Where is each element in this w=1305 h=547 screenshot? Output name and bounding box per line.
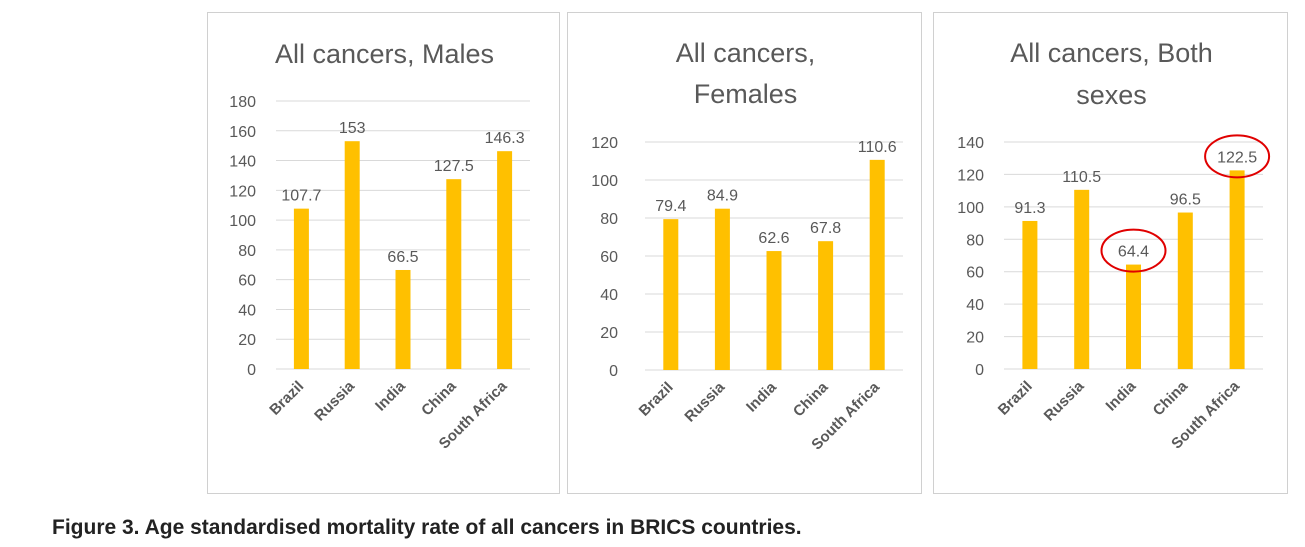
- y-tick-label: 120: [591, 135, 618, 152]
- data-label: 84.9: [707, 188, 738, 205]
- bar-india: [395, 269, 411, 369]
- bar-russia: [344, 141, 360, 369]
- x-tick-label: Russia: [1041, 377, 1088, 424]
- y-tick-label: 40: [238, 302, 256, 319]
- y-tick-label: 80: [238, 243, 256, 260]
- data-label: 64.4: [1118, 244, 1149, 261]
- x-tick-label: Brazil: [636, 379, 677, 420]
- bar-brazil: [293, 208, 309, 369]
- y-tick-label: 0: [975, 362, 984, 379]
- bar-brazil: [663, 219, 679, 370]
- chart-title: All cancers,: [676, 38, 816, 68]
- y-tick-label: 180: [229, 94, 256, 111]
- x-tick-label: India: [1103, 377, 1140, 414]
- chart-panel-females: All cancers, Females 0 20 40 60 80 100 120 79.4 Br…: [567, 12, 922, 494]
- data-label: 127.5: [434, 158, 474, 175]
- x-tick-label: India: [372, 377, 409, 414]
- y-tick-label: 40: [966, 297, 984, 314]
- chart-title: Females: [694, 79, 798, 109]
- data-label: 110.6: [858, 139, 897, 156]
- x-tick-label: Russia: [681, 378, 728, 425]
- x-tick-label: China: [1150, 377, 1192, 419]
- bar-south-africa: [497, 151, 513, 369]
- chart-title: sexes: [1076, 80, 1147, 110]
- chart-title: All cancers, Males: [275, 39, 494, 69]
- bar-brazil: [1022, 220, 1038, 369]
- y-tick-label: 160: [229, 124, 256, 141]
- data-label: 79.4: [655, 198, 686, 215]
- figure-caption: Figure 3. Age standardised mortality rat…: [52, 516, 802, 539]
- data-label: 96.5: [1170, 192, 1201, 209]
- x-tick-label: China: [790, 378, 832, 420]
- chart-panel-both-sexes: All cancers, Both sexes 0 20 40 60 80 100 120 140…: [933, 12, 1288, 494]
- highlight-circle: [1204, 134, 1271, 179]
- bar-china: [818, 241, 834, 370]
- bar-chart-both-sexes: All cancers, Both sexes 0 20 40 60 80 100 120 140…: [957, 38, 1271, 452]
- y-tick-label: 80: [966, 232, 984, 249]
- y-tick-label: 60: [600, 249, 618, 266]
- bar-chart-males: All cancers, Males 0 20 40 60 80 100 120 140 160 1…: [229, 39, 530, 452]
- data-label: 91.3: [1014, 200, 1045, 217]
- data-label: 107.7: [281, 188, 321, 205]
- y-tick-label: 80: [600, 211, 618, 228]
- x-tick-label: Brazil: [995, 378, 1036, 419]
- bar-china: [1177, 212, 1193, 369]
- y-tick-label: 140: [229, 154, 256, 171]
- x-tick-label: China: [418, 377, 460, 419]
- data-label: 122.5: [1217, 149, 1257, 166]
- y-tick-label: 20: [966, 330, 984, 347]
- bar-south-africa: [869, 159, 885, 370]
- bar-india: [766, 251, 782, 370]
- y-tick-label: 60: [966, 265, 984, 282]
- x-tick-label: Russia: [311, 377, 358, 424]
- data-label: 66.5: [387, 249, 418, 266]
- chart-panel-males: All cancers, Males 0 20 40 60 80 100 120 140 160 1…: [207, 12, 560, 494]
- data-label: 153: [339, 120, 366, 137]
- data-label: 110.5: [1062, 169, 1101, 186]
- y-tick-label: 60: [238, 273, 256, 290]
- y-tick-label: 140: [957, 135, 984, 152]
- bar-china: [446, 179, 462, 369]
- bar-russia: [1074, 189, 1090, 369]
- x-tick-label: Brazil: [266, 378, 307, 419]
- y-tick-label: 100: [229, 213, 256, 230]
- bar-india: [1126, 264, 1141, 369]
- y-tick-label: 120: [957, 167, 984, 184]
- y-tick-label: 0: [609, 363, 618, 380]
- bar-south-africa: [1229, 170, 1245, 369]
- y-tick-label: 120: [229, 183, 256, 200]
- bar-chart-females: All cancers, Females 0 20 40 60 80 100 120 79.4 Br…: [591, 38, 903, 453]
- y-tick-label: 40: [600, 287, 618, 304]
- y-tick-label: 20: [238, 332, 256, 349]
- highlight-circle: [1100, 228, 1167, 273]
- x-tick-label: India: [743, 378, 780, 415]
- chart-title: All cancers, Both: [1010, 38, 1213, 68]
- y-tick-label: 0: [247, 362, 256, 379]
- y-tick-label: 20: [600, 325, 618, 342]
- data-label: 146.3: [485, 130, 525, 147]
- data-label: 62.6: [758, 230, 789, 247]
- y-tick-label: 100: [591, 173, 618, 190]
- bar-russia: [714, 208, 730, 370]
- y-tick-label: 100: [957, 200, 984, 217]
- data-label: 67.8: [810, 220, 841, 237]
